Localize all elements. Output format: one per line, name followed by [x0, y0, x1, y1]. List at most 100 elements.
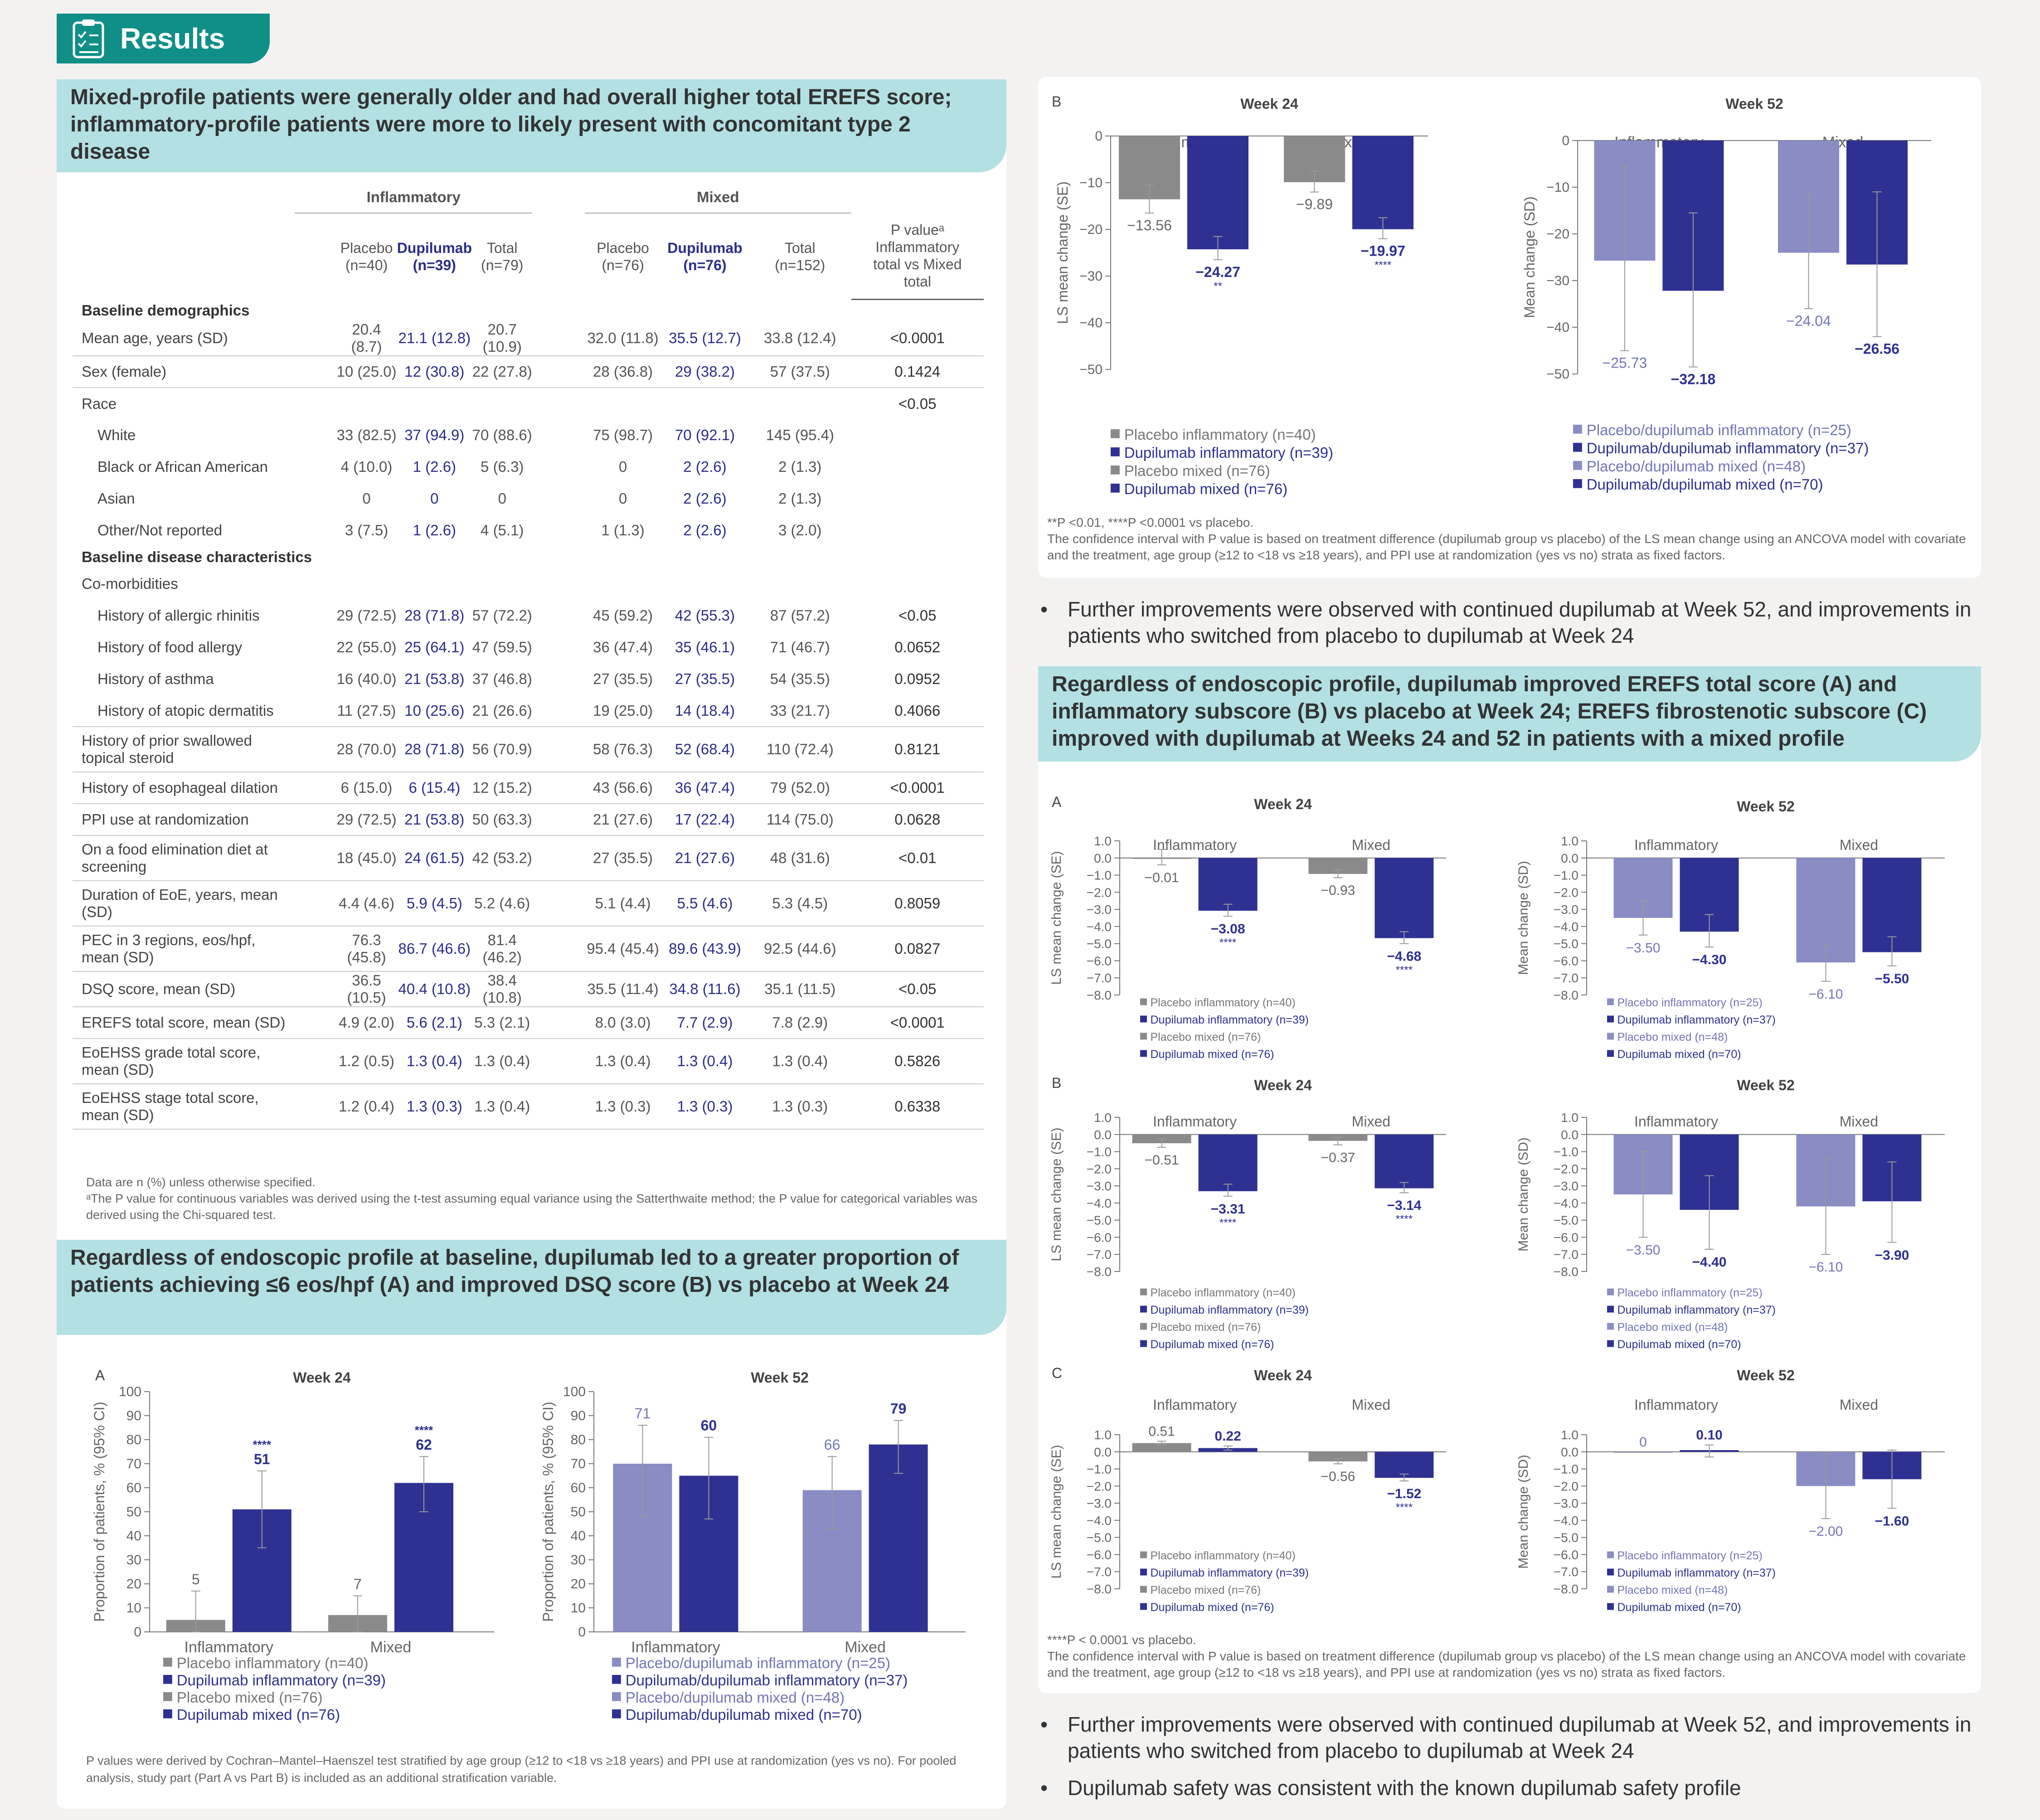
y-tick-label: 1.0 [1094, 1111, 1112, 1125]
table-cell: 0.5826 [851, 1039, 984, 1084]
dsq-footnote-1: **P <0.01, ****P <0.0001 vs placebo. [1047, 515, 1254, 529]
spacer-cell [294, 1084, 336, 1130]
group-label: Mixed [845, 1639, 886, 1656]
spacer-cell [294, 695, 336, 727]
table-cell: 36 (47.4) [661, 772, 749, 804]
data-label: −0.01 [1145, 870, 1179, 885]
data-label: 0.22 [1214, 1429, 1241, 1444]
table-section-heading: Baseline demographics [82, 301, 250, 319]
y-tick-label: −6.0 [1554, 954, 1579, 968]
y-tick-label: −5.0 [1554, 937, 1579, 951]
table-cell: 0.0652 [894, 639, 941, 655]
group-label: Inflammatory [185, 1639, 274, 1656]
table-cell: 57 (37.5) [748, 356, 851, 388]
bullet-improvements-2: • Further improvements were observed wit… [1040, 1711, 1983, 1764]
table-cell: 21 (53.8) [397, 804, 472, 836]
y-tick-label: −3.0 [1087, 1179, 1112, 1193]
legend-swatch [1607, 1033, 1614, 1040]
y-tick-label: −8.0 [1554, 988, 1579, 1002]
y-tick-label: −4.0 [1087, 920, 1112, 934]
legend-swatch [612, 1709, 621, 1718]
chart-dsq-week24: B Week 24 0 −10 −20 −30 −40 −50 LS mean change (… [1052, 93, 1428, 497]
y-tick-label: −6.0 [1087, 954, 1112, 968]
table-row: PPI use at randomization 29 (72.5) 21 (53.… [73, 804, 984, 836]
table-cell: 2 (1.3) [778, 458, 822, 475]
legend-label: Placebo mixed (n=76) [1151, 1031, 1261, 1043]
table-cell [851, 514, 984, 546]
table-cell: 71 (46.7) [770, 639, 830, 655]
table-row: Duration of EoE, years, mean (SD) 4.4 (4.… [73, 881, 984, 927]
spacer-cell [532, 321, 585, 356]
spacer-cell [532, 514, 585, 546]
spacer-cell [294, 1039, 336, 1084]
legend-label: Placebo mixed (n=76) [1151, 1321, 1261, 1334]
table-cell: 36.5 (10.5) [336, 971, 397, 1007]
spacer-cell [532, 772, 585, 804]
legend-swatch [612, 1657, 621, 1667]
table-cell: 2 (1.3) [778, 490, 822, 507]
table-cell: 5.5 (4.6) [661, 881, 749, 927]
data-label: 0.10 [1696, 1428, 1722, 1443]
legend-label: Dupilumab inflammatory (n=39) [1124, 444, 1333, 461]
y-tick-label: −2.0 [1087, 1162, 1112, 1176]
legend-swatch [1607, 1015, 1614, 1023]
table-cell: 29 (72.5) [336, 804, 397, 836]
legend-label: Placebo mixed (n=48) [1617, 1321, 1728, 1334]
table-cell: 21 (27.6) [585, 804, 661, 836]
data-label: −1.60 [1875, 1514, 1909, 1529]
y-tick-label: 10 [571, 1601, 586, 1616]
group-label: Inflammatory [631, 1639, 720, 1656]
legend-label: Dupilumab inflammatory (n=37) [1617, 1014, 1776, 1026]
y-tick-label: 40 [571, 1529, 586, 1543]
spacer-cell [532, 1084, 585, 1130]
legend-swatch [1607, 998, 1614, 1005]
table-cell: 5.1 (4.4) [585, 881, 661, 927]
data-label: −5.50 [1875, 971, 1909, 986]
y-axis-label: Proportion of patients, % (95% CI) [540, 1402, 556, 1622]
data-label: −6.10 [1808, 987, 1843, 1002]
y-tick-label: −8.0 [1554, 1582, 1579, 1596]
table-cell: 5.6 (2.1) [397, 1007, 472, 1039]
baseline-banner: Mixed-profile patients were generally ol… [57, 79, 1006, 172]
legend-label: Placebo inflammatory (n=25) [1617, 1286, 1763, 1299]
table-cell: 145 (95.4) [766, 427, 834, 443]
chart-erefs-total-week24: A Week 24 1.0 0.0 −1.0 −2.0 −3.0 −4.0 −5.0 −6.0 −7… [1049, 794, 1446, 1061]
y-tick-label: −30 [1079, 269, 1103, 284]
y-tick-label: −50 [1079, 362, 1103, 377]
table-cell: 1.3 (0.4) [472, 1084, 533, 1130]
legend-swatch [1573, 424, 1582, 434]
table-cell: 45 (59.2) [593, 607, 653, 624]
y-axis-label: LS mean change (SE) [1049, 1127, 1064, 1261]
col-header: Total (n=152) [775, 239, 826, 273]
table-cell [397, 388, 472, 419]
table-cell: 21 (26.6) [472, 695, 533, 727]
y-tick-label: 1.0 [1561, 1111, 1579, 1125]
table-cell: 4 (5.1) [481, 522, 524, 539]
bar [1132, 1443, 1191, 1452]
y-tick-label: −50 [1546, 367, 1569, 382]
table-row: History of esophageal dilation 6 (15.0) 6 … [73, 772, 984, 804]
data-label: −25.73 [1603, 355, 1647, 371]
data-label: −4.68 [1387, 949, 1421, 964]
table-cell: 0.6338 [851, 1084, 984, 1130]
table-cell: 114 (75.0) [748, 804, 851, 836]
spacer-cell [532, 451, 585, 483]
spacer-cell [295, 451, 336, 483]
table-cell: 5.9 (4.5) [397, 881, 472, 927]
table-footnote: Data are n (%) unless otherwise specifie… [86, 1174, 984, 1223]
y-tick-label: −3.0 [1554, 1179, 1579, 1193]
legend-swatch [1607, 1603, 1614, 1610]
legend-swatch [1140, 1586, 1147, 1593]
chart-title: Week 24 [1254, 1367, 1312, 1383]
col-header: Dupilumab (n=76) [667, 239, 743, 273]
spacer-cell [294, 971, 336, 1007]
table-cell: 35.5 (12.7) [661, 321, 749, 356]
table-section-heading: Baseline disease characteristics [82, 548, 312, 565]
spacer-cell [532, 631, 585, 663]
y-tick-label: −3.0 [1087, 903, 1112, 917]
row-label: History of food allergy [97, 639, 243, 655]
data-label: −13.56 [1127, 217, 1172, 233]
table-cell: 17 (22.4) [661, 804, 749, 836]
table-cell: 50 (63.3) [472, 804, 533, 836]
table-cell: 27 (35.5) [593, 670, 653, 687]
